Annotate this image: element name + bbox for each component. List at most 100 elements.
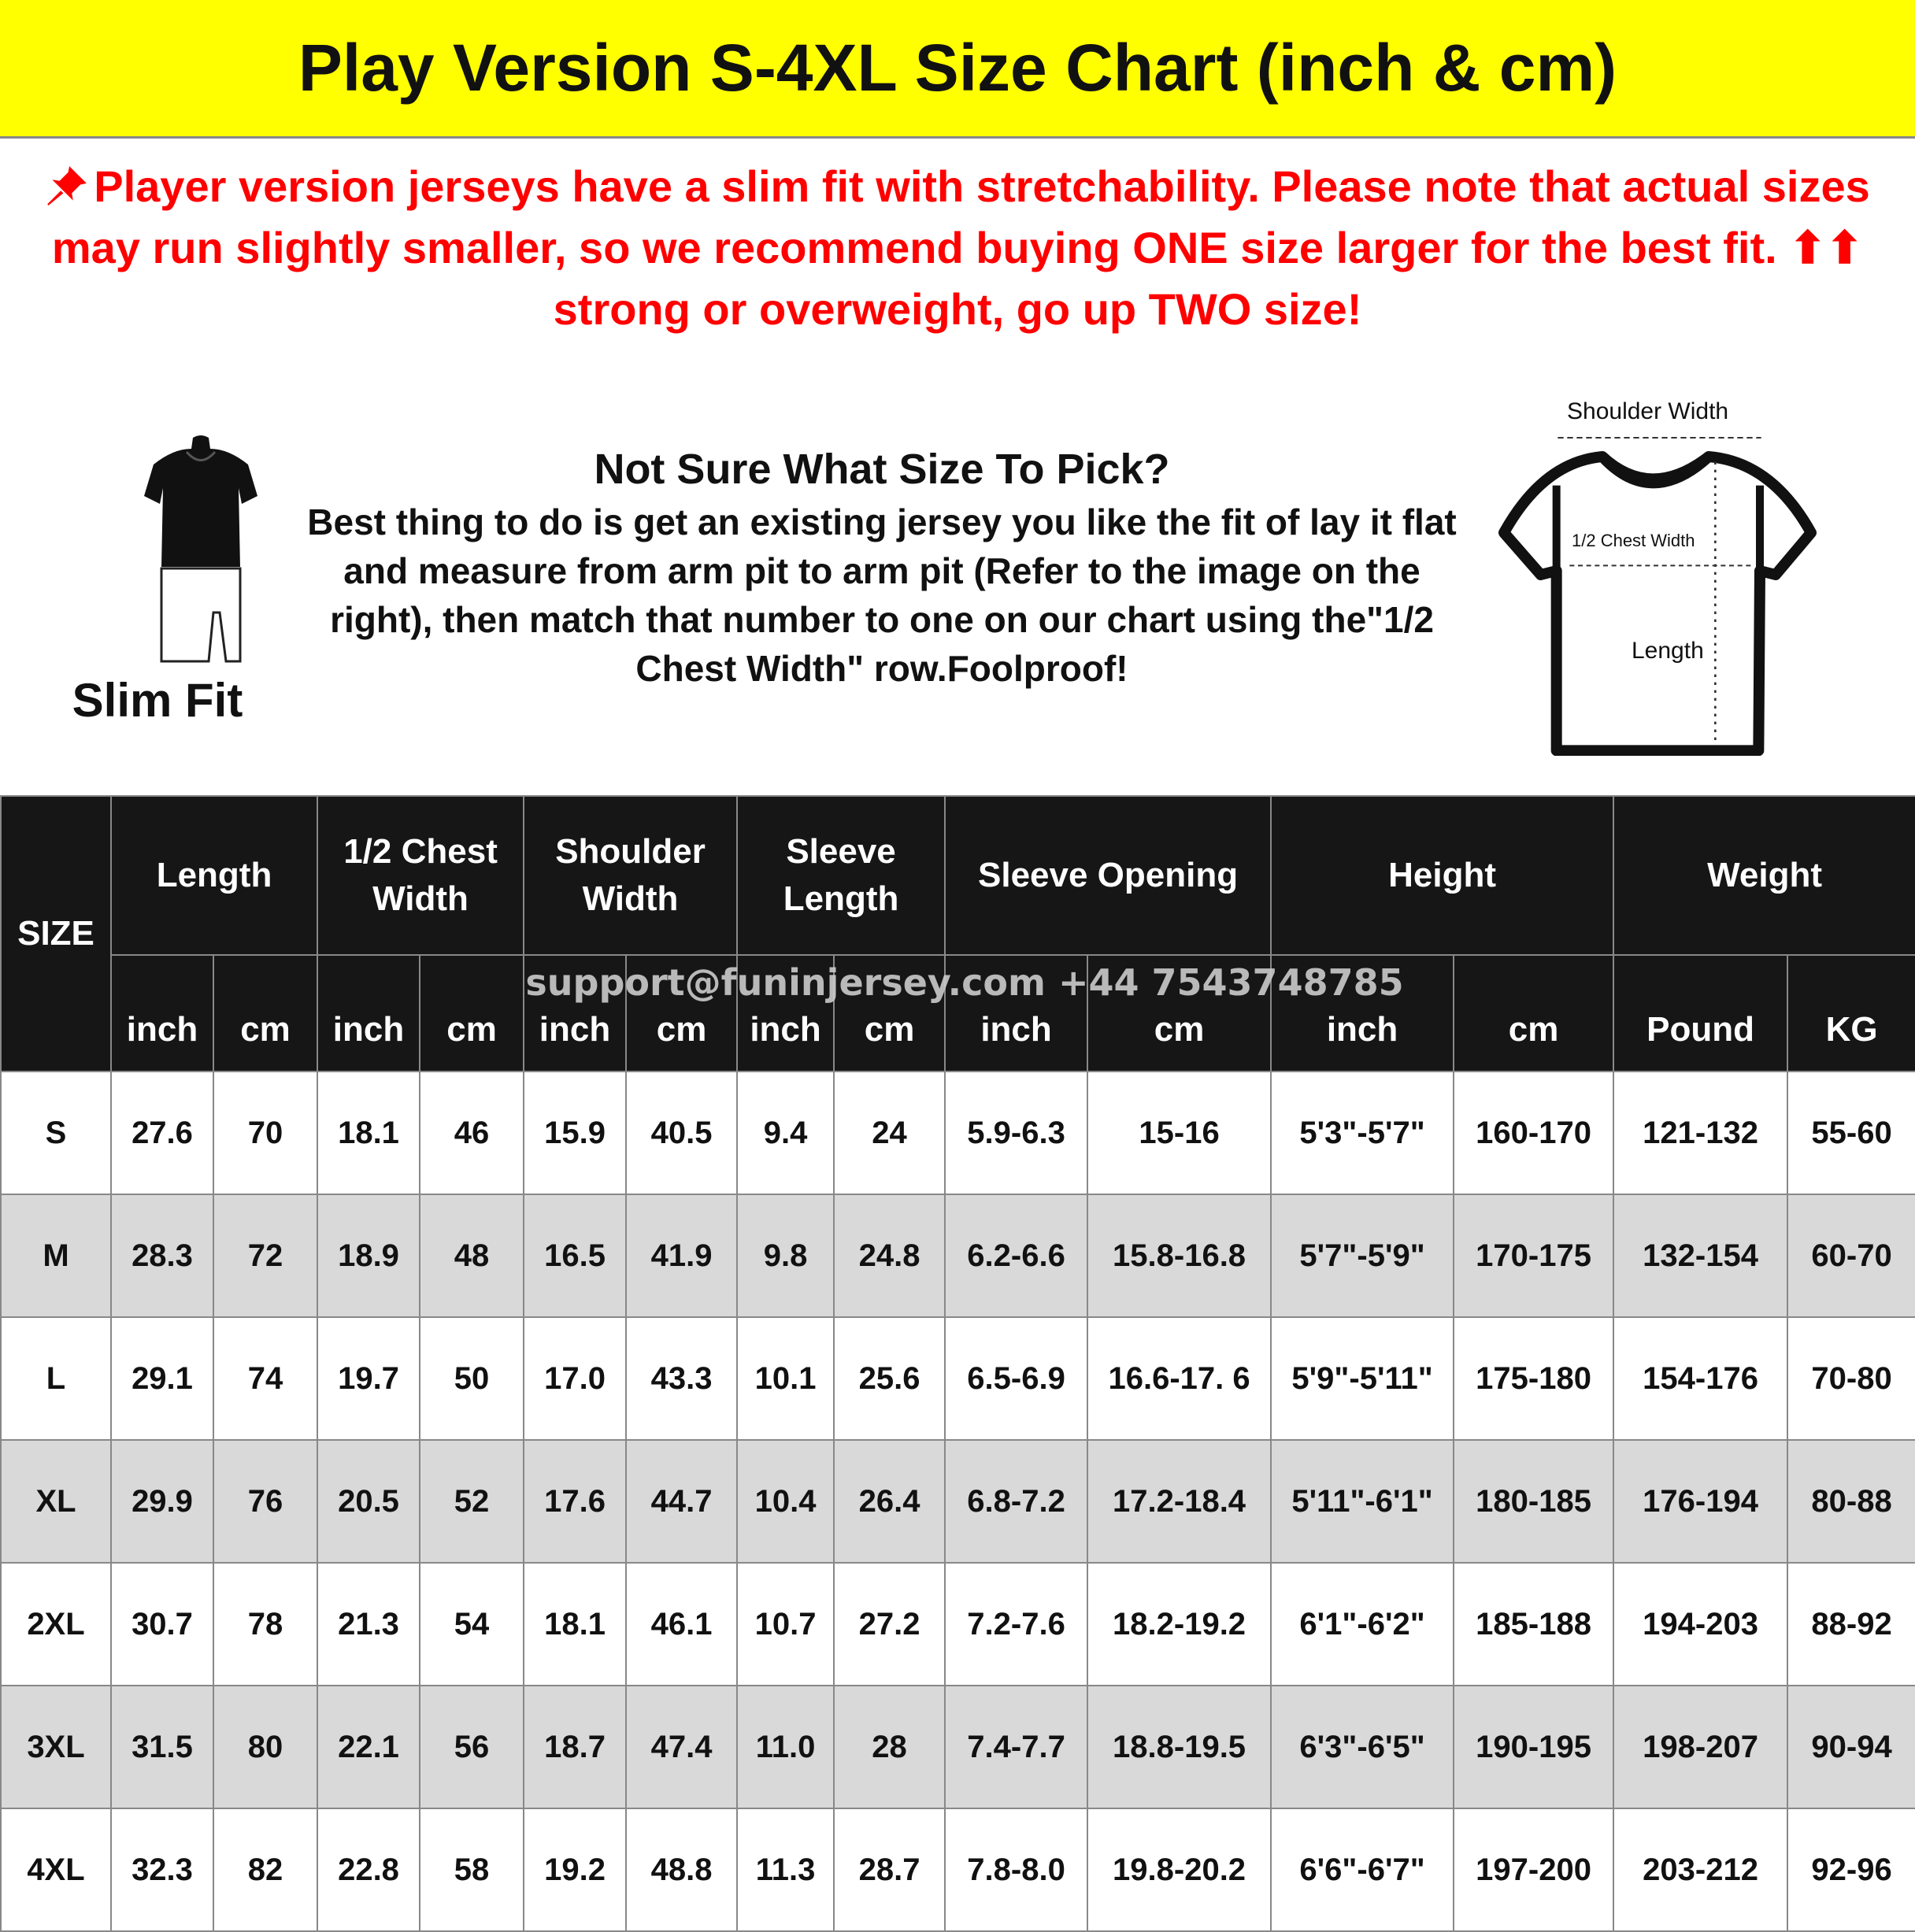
unit-header: cm	[419, 954, 525, 1072]
value-cell: 22.8	[317, 1808, 421, 1932]
value-cell: 28	[833, 1685, 946, 1809]
table-row: M 28.3 72 18.9 48 16.5 41.9 9.8 24.8 6.2-6.6 15.8-…	[0, 1194, 1915, 1318]
value-cell: 55-60	[1787, 1071, 1915, 1195]
value-cell: 16.6-17. 6	[1087, 1316, 1272, 1441]
size-cell: M	[0, 1194, 112, 1318]
size-cell: 2XL	[0, 1562, 112, 1686]
column-group-header: 1/2 Chest Width	[317, 795, 525, 956]
size-cell: S	[0, 1071, 112, 1195]
value-cell: 78	[212, 1562, 319, 1686]
table-row: 4XL 32.3 82 22.8 58 19.2 48.8 11.3 28.7 7.8-8.0 19…	[0, 1808, 1915, 1932]
value-cell: 22.1	[317, 1685, 421, 1809]
value-cell: 48	[419, 1194, 525, 1318]
guide-section: Slim Fit Not Sure What Size To Pick? Bes…	[0, 398, 1915, 795]
chest-width-label: 1/2 Chest Width	[1572, 531, 1695, 550]
unit-header: inch	[317, 954, 421, 1072]
size-header: SIZE	[0, 795, 112, 1072]
value-cell: 11.0	[736, 1685, 835, 1809]
unit-header: inch	[944, 954, 1089, 1072]
value-cell: 9.4	[736, 1071, 835, 1195]
value-cell: 18.7	[523, 1685, 628, 1809]
value-cell: 76	[212, 1439, 319, 1564]
value-cell: 72	[212, 1194, 319, 1318]
column-group-header: Shoulder Width	[523, 795, 739, 956]
size-cell: 4XL	[0, 1808, 112, 1932]
unit-header: cm	[1087, 954, 1272, 1072]
unit-header: cm	[1453, 954, 1615, 1072]
value-cell: 70	[212, 1071, 319, 1195]
value-cell: 180-185	[1453, 1439, 1615, 1564]
value-cell: 6'3"-6'5"	[1270, 1685, 1455, 1809]
value-cell: 16.5	[523, 1194, 628, 1318]
value-cell: 194-203	[1613, 1562, 1789, 1686]
value-cell: 203-212	[1613, 1808, 1789, 1932]
value-cell: 32.3	[110, 1808, 214, 1932]
value-cell: 44.7	[625, 1439, 739, 1564]
unit-header: cm	[833, 954, 946, 1072]
value-cell: 21.3	[317, 1562, 421, 1686]
value-cell: 5.9-6.3	[944, 1071, 1089, 1195]
value-cell: 18.9	[317, 1194, 421, 1318]
value-cell: 10.7	[736, 1562, 835, 1686]
value-cell: 15.8-16.8	[1087, 1194, 1272, 1318]
value-cell: 175-180	[1453, 1316, 1615, 1441]
value-cell: 154-176	[1613, 1316, 1789, 1441]
value-cell: 15.9	[523, 1071, 628, 1195]
slim-fit-label: Slim Fit	[72, 674, 243, 727]
value-cell: 121-132	[1613, 1071, 1789, 1195]
value-cell: 185-188	[1453, 1562, 1615, 1686]
value-cell: 20.5	[317, 1439, 421, 1564]
value-cell: 5'3"-5'7"	[1270, 1071, 1455, 1195]
shoulder-width-label: Shoulder Width	[1567, 398, 1729, 424]
table-row: 2XL 30.7 78 21.3 54 18.1 46.1 10.7 27.2 7.2-7.6 18…	[0, 1562, 1915, 1686]
value-cell: 70-80	[1787, 1316, 1915, 1441]
value-cell: 10.1	[736, 1316, 835, 1441]
value-cell: 6'6"-6'7"	[1270, 1808, 1455, 1932]
value-cell: 6.8-7.2	[944, 1439, 1089, 1564]
unit-header: inch	[110, 954, 214, 1072]
unit-header: KG	[1787, 954, 1915, 1072]
value-cell: 18.1	[317, 1071, 421, 1195]
guide-line: Best thing to do is get an existing jers…	[307, 502, 1392, 542]
pushpin-icon	[47, 166, 87, 205]
unit-header: Pound	[1613, 954, 1789, 1072]
value-cell: 5'9"-5'11"	[1270, 1316, 1455, 1441]
value-cell: 26.4	[833, 1439, 946, 1564]
unit-header: cm	[212, 954, 319, 1072]
unit-header: cm	[625, 954, 739, 1072]
value-cell: 19.2	[523, 1808, 628, 1932]
value-cell: 30.7	[110, 1562, 214, 1686]
notice: Player version jerseys have a slim fit w…	[0, 139, 1915, 402]
value-cell: 176-194	[1613, 1439, 1789, 1564]
value-cell: 198-207	[1613, 1685, 1789, 1809]
table-row: 3XL 31.5 80 22.1 56 18.7 47.4 11.0 28 7.4-7.7 18.8…	[0, 1685, 1915, 1809]
column-group-header: Sleeve Opening	[944, 795, 1272, 956]
value-cell: 7.4-7.7	[944, 1685, 1089, 1809]
value-cell: 9.8	[736, 1194, 835, 1318]
guide-heading: Not Sure What Size To Pick?	[594, 446, 1170, 493]
value-cell: 6'1"-6'2"	[1270, 1562, 1455, 1686]
value-cell: 92-96	[1787, 1808, 1915, 1932]
value-cell: 18.1	[523, 1562, 628, 1686]
value-cell: 90-94	[1787, 1685, 1915, 1809]
value-cell: 28.3	[110, 1194, 214, 1318]
unit-header: inch	[523, 954, 628, 1072]
value-cell: 132-154	[1613, 1194, 1789, 1318]
size-cell: 3XL	[0, 1685, 112, 1809]
guide-line: the right), then match that number to on…	[330, 550, 1421, 640]
value-cell: 190-195	[1453, 1685, 1615, 1809]
page-title: Play Version S-4XL Size Chart (inch & cm…	[298, 31, 1617, 105]
value-cell: 11.3	[736, 1808, 835, 1932]
value-cell: 10.4	[736, 1439, 835, 1564]
value-cell: 17.2-18.4	[1087, 1439, 1272, 1564]
value-cell: 80-88	[1787, 1439, 1915, 1564]
value-cell: 17.6	[523, 1439, 628, 1564]
value-cell: 52	[419, 1439, 525, 1564]
value-cell: 5'7"-5'9"	[1270, 1194, 1455, 1318]
value-cell: 56	[419, 1685, 525, 1809]
guide-line: the"1/2 Chest Width" row.Foolproof!	[635, 599, 1434, 689]
watermark: support@funinjersey.com +44 7543748785	[525, 961, 1404, 1004]
value-cell: 24	[833, 1071, 946, 1195]
column-group-header: Length	[109, 795, 319, 956]
column-group-header: Height	[1270, 795, 1615, 956]
